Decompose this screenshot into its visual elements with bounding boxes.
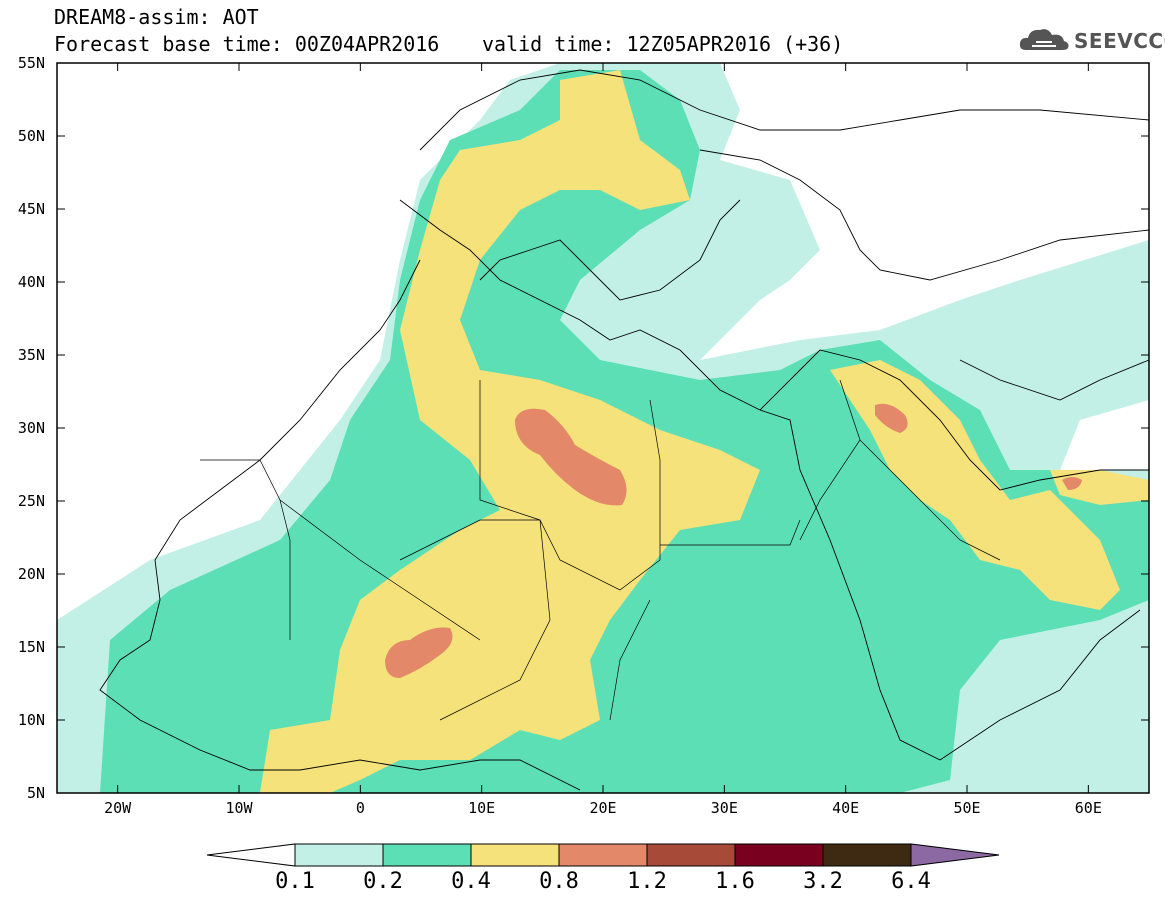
axis-ticks [57,62,1149,794]
colorbar-box [470,843,560,867]
lon-label: 20W [104,799,132,817]
lon-label: 10E [468,799,496,817]
borders [200,379,1001,721]
colorbar-box [646,843,736,867]
lat-label: 45N [17,200,45,218]
colorbar-box [734,843,824,867]
colorbar-label: 0.4 [451,869,491,894]
map-title: DREAM8-assim: AOT [54,5,259,29]
lat-label: 25N [17,492,45,510]
aot-field [57,63,1149,793]
lat-label: 35N [17,346,45,364]
colorbar-label: 6.4 [891,869,931,894]
colorbar [206,843,1000,867]
lat-label: 5N [26,784,45,802]
colorbar-label: 0.1 [275,869,315,894]
lat-label: 30N [17,419,45,437]
colorbar-box [822,843,912,867]
seevccc-logo: SEEVCCC [1074,29,1165,53]
colorbar-box [294,843,384,867]
colorbar-arrow-high [910,843,1000,867]
colorbar-label: 3.2 [803,869,843,894]
lon-label: 40E [832,799,860,817]
cloud-icon [1019,29,1069,50]
colorbar-box [558,843,648,867]
lon-label: 50E [953,799,981,817]
lon-label: 30E [710,799,738,817]
colorbar-box [382,843,472,867]
lat-label: 50N [17,127,45,145]
colorbar-arrow-low [206,843,296,867]
colorbar-label: 1.2 [627,869,667,894]
forecast-base-time: Forecast base time: 00Z04APR2016 [54,32,440,56]
lat-label: 40N [17,273,45,291]
lat-label: 10N [17,711,45,729]
lon-label: 10W [225,799,253,817]
lon-label: 20E [589,799,617,817]
lat-label: 20N [17,565,45,583]
lon-label: 60E [1074,799,1102,817]
valid-time: valid time: 12Z05APR2016 (+36) [482,32,844,56]
lon-label: 0 [355,799,365,817]
colorbar-label: 1.6 [715,869,755,894]
lat-label: 15N [17,638,45,656]
lat-label: 55N [17,54,45,72]
coastlines [99,69,1149,791]
colorbar-label: 0.2 [363,869,403,894]
colorbar-label: 0.8 [539,869,579,894]
